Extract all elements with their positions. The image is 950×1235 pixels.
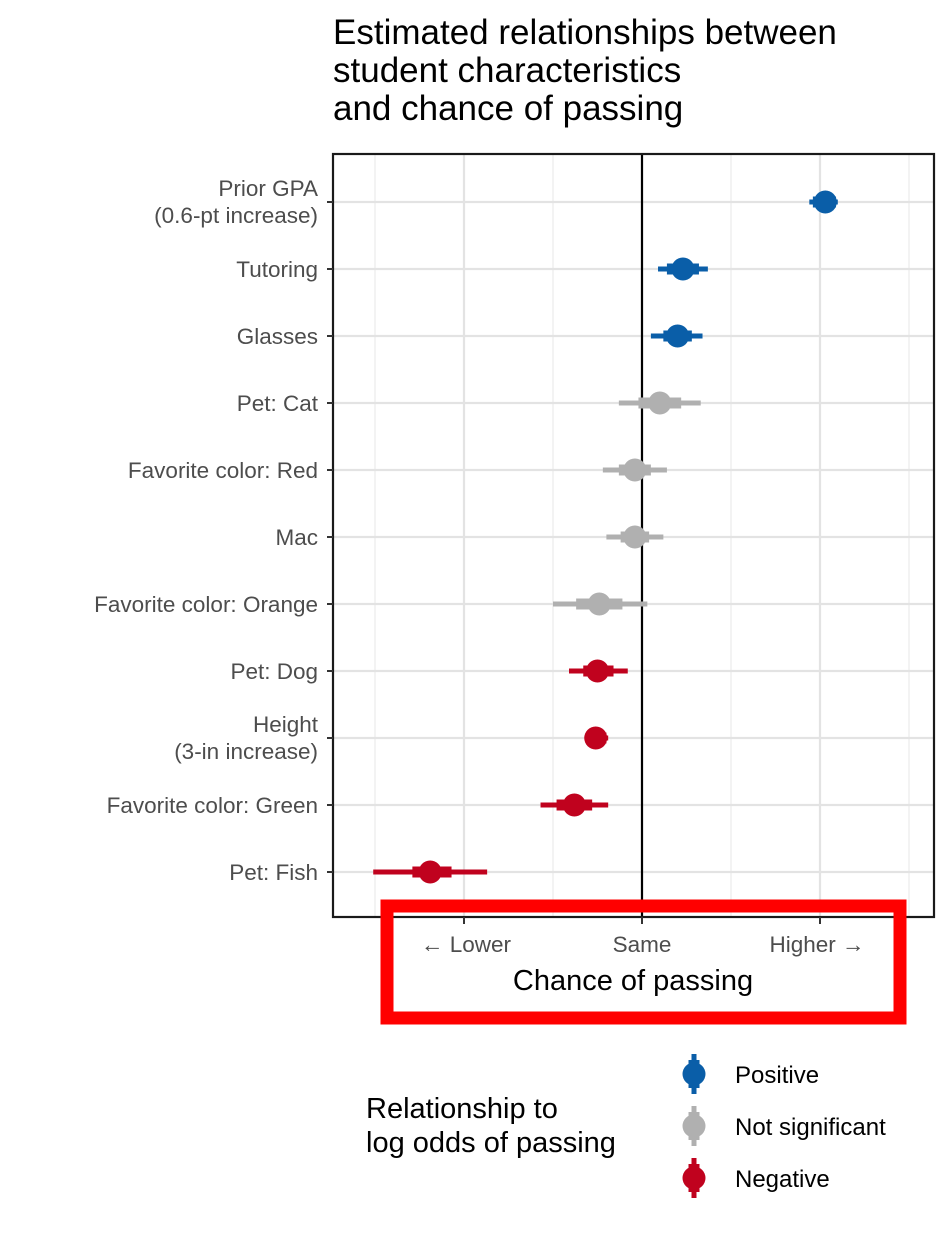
legend-key-point	[682, 1062, 706, 1086]
y-tick-label-line: (0.6-pt increase)	[154, 203, 318, 228]
y-tick-label: Prior GPA (0.6-pt increase)	[154, 176, 318, 228]
chart-title: Estimated relationships between student …	[333, 14, 943, 128]
y-tick-label-line: Prior GPA	[218, 176, 318, 201]
point-estimate	[584, 726, 608, 750]
coefficient-marks	[373, 190, 838, 884]
legend-label-positive: Positive	[735, 1062, 820, 1089]
chart-title-line-1: Estimated relationships between	[333, 13, 837, 52]
y-tick-label: Height (3-in increase)	[174, 712, 319, 764]
chart-title-line-2: student characteristics	[333, 51, 682, 90]
legend-item-not-significant: Not significant	[680, 1106, 940, 1146]
chart-title-line-3: and chance of passing	[333, 89, 684, 128]
point-estimate	[671, 257, 695, 281]
y-tick-label: Pet: Fish	[229, 860, 318, 885]
plot-panel-border	[331, 152, 936, 919]
y-tick-label: Favorite color: Green	[107, 793, 318, 818]
point-estimate	[623, 458, 647, 482]
legend-item-positive: Positive	[680, 1054, 940, 1094]
legend-key-not-significant	[682, 1106, 706, 1146]
legend-title-line-2: log odds of passing	[366, 1127, 616, 1159]
y-tick-label: Favorite color: Red	[128, 458, 318, 483]
point-estimate	[418, 860, 442, 884]
point-estimate	[587, 592, 611, 616]
x-axis-title: Chance of passing	[513, 965, 753, 997]
point-estimate	[623, 525, 647, 549]
y-tick-label: Mac	[275, 525, 318, 550]
x-tick-label: Same	[613, 932, 672, 957]
x-tick-label: ← Lower	[421, 932, 512, 957]
legend-key-negative	[682, 1158, 706, 1198]
legend-title-line-1: Relationship to	[366, 1093, 558, 1125]
legend-label-negative: Negative	[735, 1166, 830, 1193]
legend-key-point	[682, 1114, 706, 1138]
y-tick-label: Glasses	[237, 324, 318, 349]
point-estimate	[648, 391, 672, 415]
y-tick-label: Tutoring	[236, 257, 318, 282]
y-tick-label: Pet: Cat	[237, 391, 319, 416]
y-tick-label: Favorite color: Orange	[94, 592, 318, 617]
legend-key-positive	[682, 1054, 706, 1094]
legend-item-negative: Negative	[680, 1158, 940, 1198]
x-tick-label: Higher →	[769, 932, 864, 957]
point-estimate	[562, 793, 586, 817]
x-axis: ← Lower Same Higher → Chance of passing	[421, 917, 865, 997]
x-axis-highlight-box	[380, 899, 907, 1025]
y-tick-label-line: (3-in increase)	[174, 739, 318, 764]
point-estimate	[813, 190, 837, 214]
legend-key-point	[682, 1166, 706, 1190]
point-estimate	[586, 659, 609, 683]
legend-label-not-significant: Not significant	[735, 1114, 886, 1141]
legend-title: Relationship to log odds of passing	[366, 1092, 616, 1160]
y-tick-label-line: Height	[253, 712, 319, 737]
y-tick-label: Pet: Dog	[230, 659, 318, 684]
point-estimate	[666, 324, 690, 348]
y-axis: Prior GPA (0.6-pt increase) Tutoring Glasse…	[94, 176, 333, 885]
